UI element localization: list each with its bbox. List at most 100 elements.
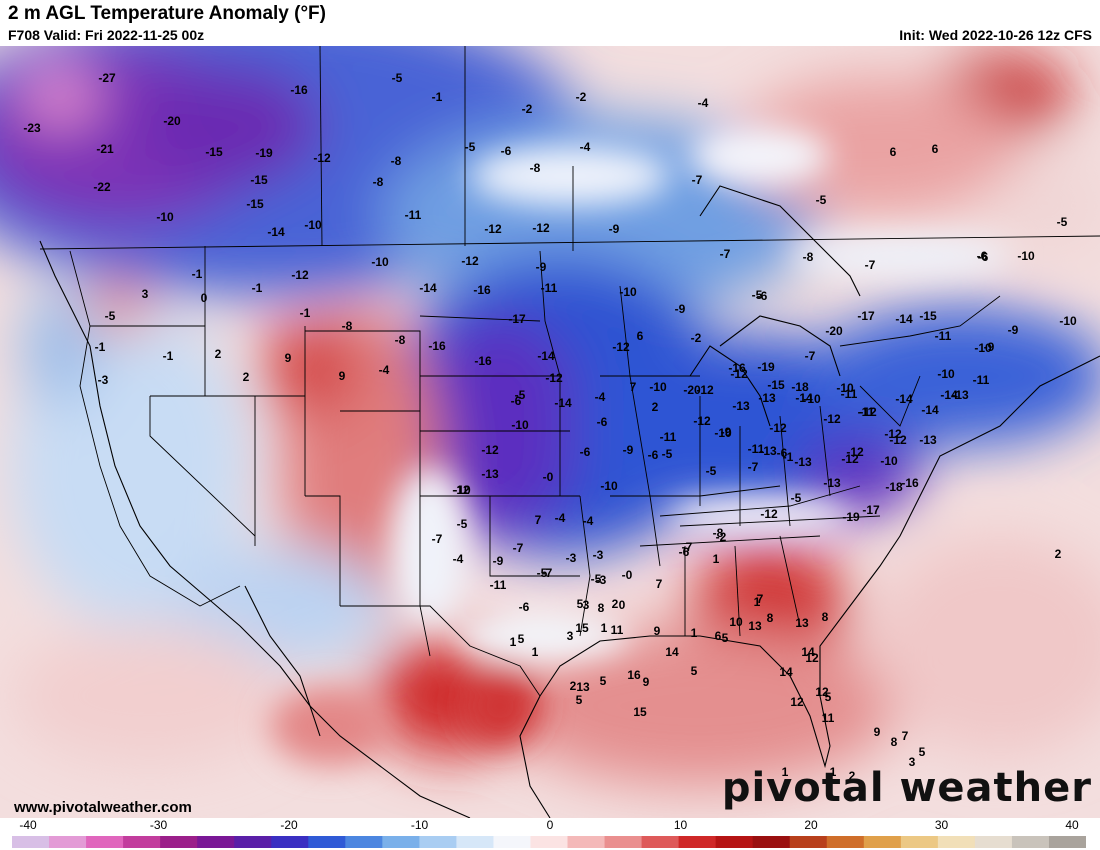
anomaly-label: 12 <box>805 651 819 665</box>
anomaly-label: -11 <box>405 208 422 222</box>
anomaly-label: 6 <box>637 329 644 343</box>
colorbar-segment <box>863 836 902 848</box>
anomaly-label: -12 <box>846 445 864 459</box>
anomaly-label: 2 <box>215 347 222 361</box>
anomaly-label: 14 <box>801 645 815 659</box>
anomaly-label: -10 <box>1059 314 1077 328</box>
anomaly-label: -5 <box>457 517 468 531</box>
anomaly-label: 0 <box>201 291 208 305</box>
colorbar-tick-label: 20 <box>804 818 818 832</box>
anomaly-label: 8 <box>767 611 774 625</box>
colorbar-segment <box>419 836 457 848</box>
anomaly-label: 9 <box>874 725 881 739</box>
anomaly-label: -13 <box>823 476 841 490</box>
colorbar-segment <box>197 836 235 848</box>
anomaly-label: -10 <box>371 255 389 269</box>
colorbar-tick-label: 40 <box>1065 818 1079 832</box>
colorbar-segment <box>1048 836 1086 848</box>
anomaly-label: 1 <box>754 595 761 609</box>
anomaly-label: -6 <box>978 250 989 264</box>
anomaly-label: -12 <box>313 151 331 165</box>
anomaly-label: -12 <box>693 414 711 428</box>
anomaly-label: -12 <box>696 383 714 397</box>
colorbar-segment <box>271 836 309 848</box>
anomaly-label: -10 <box>304 218 322 232</box>
colorbar-segment <box>752 836 791 848</box>
anomaly-label: -12 <box>452 483 470 497</box>
anomaly-label: -4 <box>580 140 591 154</box>
colorbar-tick-label: 30 <box>934 818 949 832</box>
anomaly-label: 13 <box>748 619 762 633</box>
anomaly-label: -12 <box>760 507 778 521</box>
anomaly-label: -7 <box>542 566 553 580</box>
anomaly-label: 1 <box>601 621 608 635</box>
anomaly-label: 12 <box>790 695 804 709</box>
colorbar-segment <box>826 836 865 848</box>
website-url[interactable]: www.pivotalweather.com <box>14 799 192 816</box>
anomaly-label: 11 <box>822 711 835 725</box>
anomaly-label: 15 <box>575 621 589 635</box>
anomaly-label: -18 <box>885 480 903 494</box>
anomaly-label: -4 <box>453 552 464 566</box>
anomaly-label: -5 <box>105 309 116 323</box>
anomaly-label: 2 <box>1055 547 1062 561</box>
anomaly-label: -17 <box>862 503 880 517</box>
anomaly-label: -11 <box>973 373 990 387</box>
anomaly-label: -5 <box>537 566 548 580</box>
anomaly-label: 6 <box>715 629 722 643</box>
anomaly-label: 5 <box>600 674 607 688</box>
anomaly-label: -1 <box>432 90 443 104</box>
anomaly-label: -20 <box>683 383 701 397</box>
anomaly-label: 7 <box>757 592 764 606</box>
colorbar <box>12 836 1086 848</box>
anomaly-label: 9 <box>285 351 292 365</box>
anomaly-label: -11 <box>541 281 558 295</box>
valid-time: F708 Valid: Fri 2022-11-25 00z <box>8 27 205 43</box>
anomaly-label: -5 <box>1057 215 1068 229</box>
anomaly-label: -14 <box>419 281 437 295</box>
anomaly-label: -12 <box>859 405 877 419</box>
anomaly-label: -12 <box>545 371 563 385</box>
anomaly-label: -19 <box>255 146 273 160</box>
anomaly-label: -9 <box>675 302 686 316</box>
anomaly-label: 5 <box>722 631 729 645</box>
anomaly-label: -0 <box>622 568 633 582</box>
anomaly-label: -7 <box>748 460 759 474</box>
anomaly-label: 8 <box>891 735 898 749</box>
anomaly-label: -9 <box>1008 323 1019 337</box>
colorbar-segment <box>604 836 643 848</box>
anomaly-label: -3 <box>593 548 604 562</box>
anomaly-label: 2 <box>612 597 619 611</box>
anomaly-label: 8 <box>822 610 829 624</box>
colorbar-segment <box>308 836 346 848</box>
anomaly-label: -4 <box>555 511 566 525</box>
anomaly-label: -12 <box>291 268 309 282</box>
anomaly-label: -14 <box>795 391 813 405</box>
anomaly-label: -7 <box>432 532 443 546</box>
anomaly-label: -1 <box>300 306 311 320</box>
colorbar-segment <box>715 836 754 848</box>
map-title: 2 m AGL Temperature Anomaly (°F) <box>8 3 326 24</box>
colorbar-segment <box>641 836 680 848</box>
anomaly-label: -12 <box>484 222 502 236</box>
anomaly-label: -9 <box>609 222 620 236</box>
anomaly-label: -11 <box>935 329 952 343</box>
anomaly-label: 16 <box>627 668 641 682</box>
anomaly-label: -6 <box>777 446 788 460</box>
anomaly-field-detail <box>270 126 1010 766</box>
anomaly-label: -7 <box>682 540 693 554</box>
anomaly-label: -17 <box>857 309 875 323</box>
anomaly-label: -8 <box>391 154 402 168</box>
anomaly-label: -0 <box>543 470 554 484</box>
colorbar-segment <box>12 836 50 848</box>
anomaly-label: 7 <box>630 380 637 394</box>
anomaly-label: 7 <box>656 577 663 591</box>
anomaly-label: 6 <box>932 142 939 156</box>
anomaly-label: -15 <box>919 309 937 323</box>
anomaly-label: -14 <box>537 349 555 363</box>
anomaly-label: -18 <box>791 380 809 394</box>
header: 2 m AGL Temperature Anomaly (°F) F708 Va… <box>0 0 1100 46</box>
anomaly-label: -10 <box>649 380 667 394</box>
anomaly-label: 0 <box>619 598 626 612</box>
anomaly-label: 10 <box>729 615 743 629</box>
